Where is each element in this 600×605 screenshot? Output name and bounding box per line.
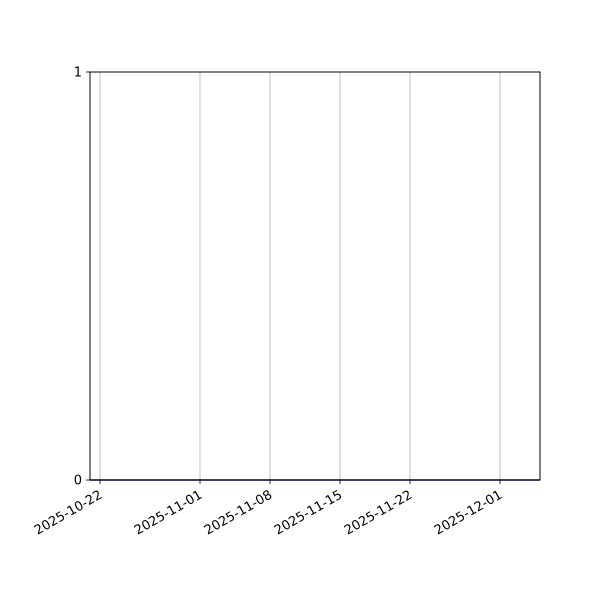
x-tick-label: 2025-11-01 — [132, 488, 205, 539]
x-tick-label: 2025-12-01 — [432, 488, 505, 539]
y-tick-label: 1 — [74, 66, 82, 81]
y-tick-label: 0 — [74, 474, 82, 489]
x-tick-label: 2025-10-22 — [32, 488, 105, 539]
x-tick-label: 2025-11-15 — [272, 488, 345, 539]
plot-area — [90, 72, 540, 480]
axes-frame — [89, 71, 541, 481]
x-tick-label: 2025-11-22 — [342, 488, 415, 539]
x-tick-label: 2025-11-08 — [202, 488, 275, 539]
